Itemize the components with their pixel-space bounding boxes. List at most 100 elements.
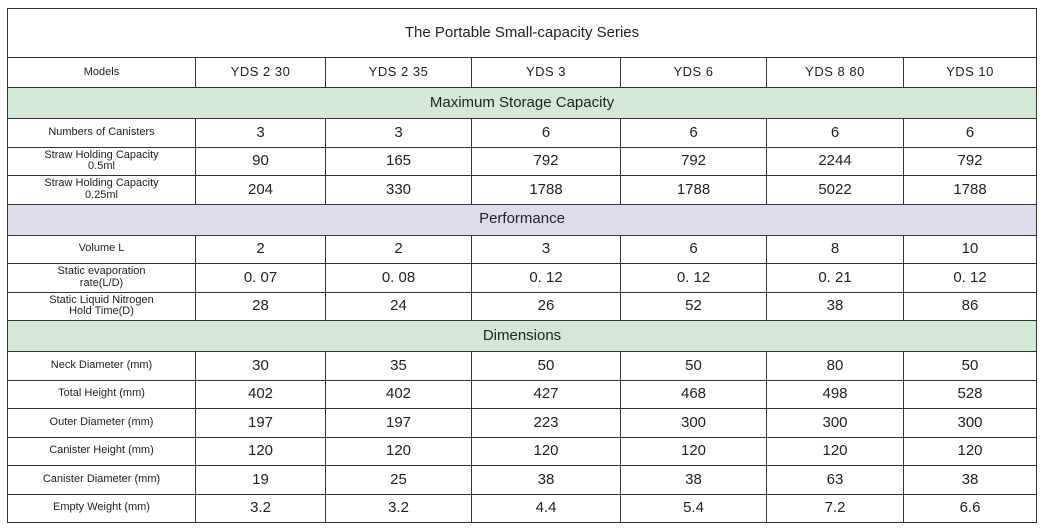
data-row: Canister Height (mm) 120 120 120 120 120 120 [7, 436, 1037, 466]
cell-value: 6 [903, 118, 1037, 148]
row-label: Outer Diameter (mm) [7, 408, 196, 438]
row-label: Static Liquid Nitrogen Hold Time(D) [7, 291, 196, 321]
cell-value: 28 [195, 291, 326, 321]
row-label: Empty Weight (mm) [7, 493, 196, 523]
cell-value: 35 [325, 351, 472, 381]
cell-value: 5022 [766, 175, 904, 205]
cell-value: 3 [471, 234, 621, 264]
row-label: Canister Diameter (mm) [7, 465, 196, 495]
cell-value: 120 [195, 436, 326, 466]
data-row: Canister Diameter (mm) 19 25 38 38 63 38 [7, 465, 1037, 495]
row-label: Volume L [7, 234, 196, 264]
row-label: Canister Height (mm) [7, 436, 196, 466]
cell-value: 0. 12 [620, 263, 767, 293]
cell-value: 120 [325, 436, 472, 466]
model-name: YDS 10 [903, 57, 1037, 88]
cell-value: 8 [766, 234, 904, 264]
cell-value: 197 [195, 408, 326, 438]
cell-value: 80 [766, 351, 904, 381]
cell-value: 6.6 [903, 493, 1037, 523]
row-label: Straw Holding Capacity 0.25ml [7, 175, 196, 205]
cell-value: 468 [620, 379, 767, 409]
cell-value: 300 [766, 408, 904, 438]
cell-value: 3 [195, 118, 326, 148]
section-row: Dimensions [7, 320, 1037, 352]
cell-value: 30 [195, 351, 326, 381]
cell-value: 7.2 [766, 493, 904, 523]
cell-value: 50 [620, 351, 767, 381]
cell-value: 427 [471, 379, 621, 409]
cell-value: 2 [195, 234, 326, 264]
cell-value: 120 [471, 436, 621, 466]
model-name: YDS 2 30 [195, 57, 326, 88]
row-label: Static evaporation rate(L/D) [7, 263, 196, 293]
row-label: Neck Diameter (mm) [7, 351, 196, 381]
cell-value: 38 [903, 465, 1037, 495]
cell-value: 165 [325, 146, 472, 176]
cell-value: 6 [766, 118, 904, 148]
row-label: Total Height (mm) [7, 379, 196, 409]
header-row: Models YDS 2 30 YDS 2 35 YDS 3 YDS 6 YDS 8 80… [7, 57, 1037, 88]
cell-value: 38 [620, 465, 767, 495]
cell-value: 120 [620, 436, 767, 466]
table-title: The Portable Small-capacity Series [7, 8, 1037, 58]
cell-value: 120 [766, 436, 904, 466]
cell-value: 19 [195, 465, 326, 495]
cell-value: 0. 07 [195, 263, 326, 293]
data-row: Total Height (mm) 402 402 427 468 498 528 [7, 379, 1037, 409]
cell-value: 0. 12 [471, 263, 621, 293]
data-row: Numbers of Canisters 3 3 6 6 6 6 [7, 118, 1037, 148]
cell-value: 86 [903, 291, 1037, 321]
section-row: Maximum Storage Capacity [7, 87, 1037, 119]
cell-value: 10 [903, 234, 1037, 264]
cell-value: 1788 [471, 175, 621, 205]
cell-value: 26 [471, 291, 621, 321]
cell-value: 0. 12 [903, 263, 1037, 293]
cell-value: 38 [766, 291, 904, 321]
cell-value: 528 [903, 379, 1037, 409]
cell-value: 6 [620, 118, 767, 148]
cell-value: 402 [195, 379, 326, 409]
row-label: Straw Holding Capacity 0.5ml [7, 146, 196, 176]
cell-value: 50 [903, 351, 1037, 381]
spec-table: The Portable Small-capacity Series Models… [7, 8, 1037, 523]
model-name: YDS 8 80 [766, 57, 904, 88]
data-row: Outer Diameter (mm) 197 197 223 300 300 300 [7, 408, 1037, 438]
cell-value: 3 [325, 118, 472, 148]
model-name: YDS 6 [620, 57, 767, 88]
cell-value: 223 [471, 408, 621, 438]
cell-value: 792 [620, 146, 767, 176]
cell-value: 197 [325, 408, 472, 438]
cell-value: 6 [620, 234, 767, 264]
data-row: Static evaporation rate(L/D) 0. 07 0. 08 0.… [7, 263, 1037, 293]
cell-value: 52 [620, 291, 767, 321]
data-row: Straw Holding Capacity 0.5ml 90 165 792 792 2… [7, 146, 1037, 176]
cell-value: 3.2 [195, 493, 326, 523]
cell-value: 3.2 [325, 493, 472, 523]
cell-value: 24 [325, 291, 472, 321]
section-title: Maximum Storage Capacity [7, 87, 1037, 119]
data-row: Static Liquid Nitrogen Hold Time(D) 28 24 2… [7, 291, 1037, 321]
row-label: Numbers of Canisters [7, 118, 196, 148]
title-row: The Portable Small-capacity Series [7, 8, 1037, 58]
cell-value: 0. 08 [325, 263, 472, 293]
cell-value: 0. 21 [766, 263, 904, 293]
cell-value: 5.4 [620, 493, 767, 523]
cell-value: 792 [471, 146, 621, 176]
section-title: Dimensions [7, 320, 1037, 352]
header-label: Models [7, 57, 196, 88]
cell-value: 498 [766, 379, 904, 409]
cell-value: 50 [471, 351, 621, 381]
section-title: Performance [7, 203, 1037, 236]
cell-value: 90 [195, 146, 326, 176]
cell-value: 2244 [766, 146, 904, 176]
cell-value: 204 [195, 175, 326, 205]
cell-value: 120 [903, 436, 1037, 466]
cell-value: 300 [620, 408, 767, 438]
cell-value: 2 [325, 234, 472, 264]
cell-value: 25 [325, 465, 472, 495]
cell-value: 792 [903, 146, 1037, 176]
cell-value: 38 [471, 465, 621, 495]
cell-value: 330 [325, 175, 472, 205]
